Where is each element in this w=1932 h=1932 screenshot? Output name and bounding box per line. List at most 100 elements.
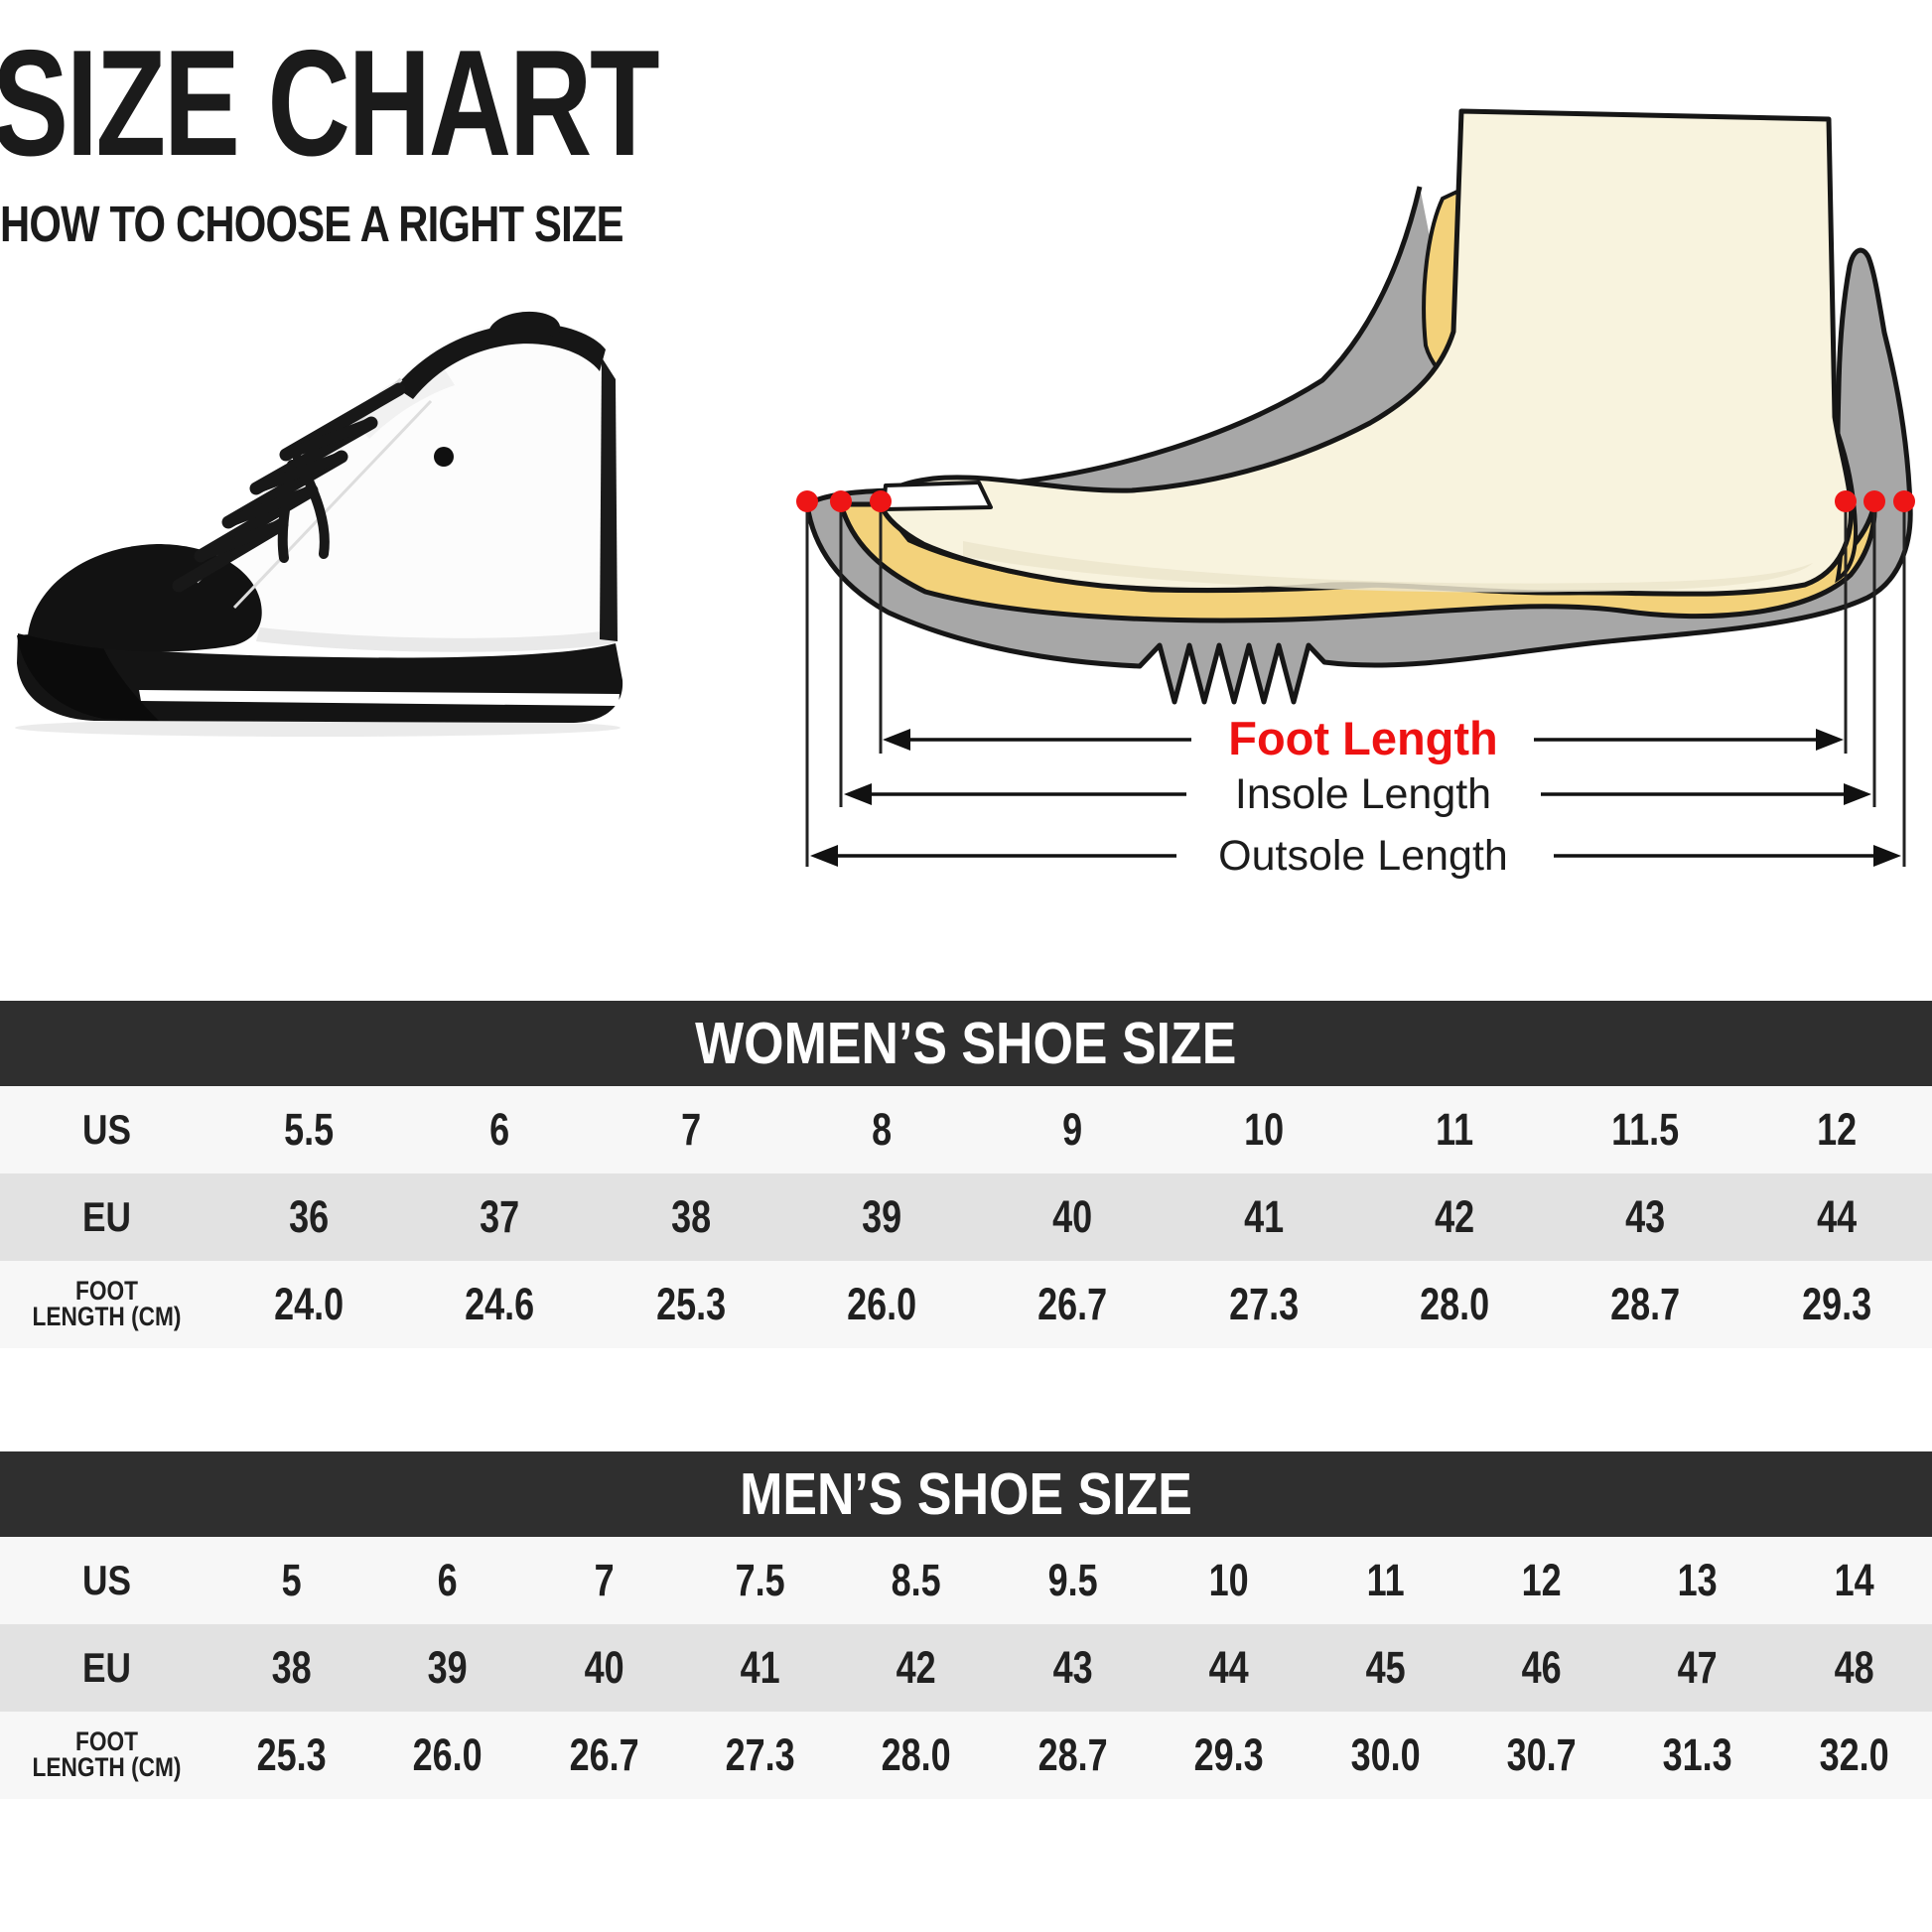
dimension-lines — [805, 501, 1906, 867]
size-cell: 39 — [862, 1191, 902, 1242]
arrowhead-right — [1816, 729, 1844, 751]
size-cell: 28.0 — [1420, 1279, 1490, 1329]
row-label-eu: EU — [81, 1644, 132, 1692]
size-cell: 25.3 — [256, 1729, 327, 1780]
size-cell: 26.0 — [412, 1729, 483, 1780]
women-size-table: WOMEN’S SHOE SIZE US 5.5 6 7 8 9 10 11 11.5 12 E… — [0, 1001, 1932, 1348]
size-cell: 7.5 — [735, 1555, 785, 1605]
row-label-eu: EU — [81, 1193, 132, 1241]
seam-line — [232, 399, 433, 610]
size-cell: 41 — [1243, 1191, 1284, 1242]
size-cell: 48 — [1834, 1642, 1874, 1693]
collar-trim — [395, 323, 606, 399]
size-cell: 14 — [1834, 1555, 1874, 1605]
outsole-length-label: Outsole Length — [1218, 832, 1508, 880]
women-table-header: WOMEN’S SHOE SIZE — [0, 1001, 1932, 1086]
heel-trim — [600, 357, 618, 641]
arrowhead-left — [810, 845, 838, 867]
arrowhead-left — [844, 783, 872, 805]
size-cell: 13 — [1677, 1555, 1718, 1605]
foot-in-shoe-cross-section: Foot Length Insole Length Outsole Length — [796, 108, 1915, 880]
arrowhead-right — [1873, 845, 1901, 867]
size-cell: 7 — [680, 1104, 701, 1155]
size-cell: 43 — [1052, 1642, 1093, 1693]
upper-shading — [256, 627, 616, 652]
size-cell: 42 — [897, 1642, 937, 1693]
size-cell: 5.5 — [284, 1104, 335, 1155]
size-cell: 40 — [1052, 1191, 1093, 1242]
high-top-sneaker-image — [15, 311, 623, 737]
row-values-eu: 36 37 38 39 40 41 42 43 44 — [213, 1173, 1932, 1261]
toenail-notch — [882, 481, 993, 511]
toe-bumper — [17, 633, 159, 721]
foot-shape — [878, 108, 1854, 597]
size-cell: 6 — [438, 1555, 459, 1605]
size-cell: 28.7 — [1610, 1279, 1681, 1329]
size-cell: 30.0 — [1350, 1729, 1421, 1780]
arrowhead-right — [1844, 783, 1871, 805]
size-cell: 31.3 — [1662, 1729, 1732, 1780]
size-cell: 5 — [281, 1555, 302, 1605]
row-values-eu: 38 39 40 41 42 43 44 45 46 47 48 — [213, 1624, 1932, 1712]
size-cell: 29.3 — [1193, 1729, 1264, 1780]
size-cell: 8 — [872, 1104, 893, 1155]
size-cell: 26.0 — [847, 1279, 917, 1329]
table-row-eu: EU 38 39 40 41 42 43 44 45 46 47 48 — [0, 1624, 1932, 1712]
size-cell: 10 — [1208, 1555, 1249, 1605]
size-cell: 39 — [428, 1642, 469, 1693]
size-cell: 11.5 — [1611, 1104, 1680, 1155]
page-title: SIZE CHART — [0, 19, 660, 188]
size-cell: 27.3 — [1228, 1279, 1299, 1329]
foot-shading — [963, 541, 1813, 593]
laces-cross — [195, 417, 377, 562]
size-cell: 28.0 — [882, 1729, 952, 1780]
row-label-us: US — [81, 1106, 132, 1154]
row-values-foot-length: 24.0 24.6 25.3 26.0 26.7 27.3 28.0 28.7 29.3 — [213, 1261, 1932, 1348]
size-cell: 30.7 — [1506, 1729, 1577, 1780]
table-row-us: US 5.5 6 7 8 9 10 11 11.5 12 — [0, 1086, 1932, 1173]
size-cell: 12 — [1816, 1104, 1857, 1155]
size-cell: 42 — [1435, 1191, 1475, 1242]
women-table-title: WOMEN’S SHOE SIZE — [695, 1011, 1237, 1076]
size-cell: 28.7 — [1037, 1729, 1108, 1780]
size-cell: 36 — [289, 1191, 330, 1242]
eyelet — [434, 447, 454, 467]
size-cell: 9 — [1062, 1104, 1083, 1155]
table-row-foot-length: FOOT LENGTH (CM) 25.3 26.0 26.7 27.3 28.0 28.… — [0, 1712, 1932, 1799]
foot-measurement-diagram: Foot Length Insole Length Outsole Length — [635, 89, 1932, 894]
size-cell: 24.0 — [274, 1279, 345, 1329]
row-values-foot-length: 25.3 26.0 26.7 27.3 28.0 28.7 29.3 30.0 30.7 31.3… — [213, 1712, 1932, 1799]
table-row-foot-length: FOOT LENGTH (CM) 24.0 24.6 25.3 26.0 26.7 27.… — [0, 1261, 1932, 1348]
size-cell: 7 — [594, 1555, 615, 1605]
size-cell: 27.3 — [725, 1729, 795, 1780]
sole-stripe — [139, 690, 620, 706]
men-table-title: MEN’S SHOE SIZE — [740, 1461, 1192, 1527]
size-cell: 41 — [740, 1642, 780, 1693]
size-cell: 26.7 — [1037, 1279, 1108, 1329]
canvas-upper — [238, 320, 616, 652]
row-label-us: US — [81, 1557, 132, 1604]
lace-ends — [277, 454, 330, 563]
page-subtitle: HOW TO CHOOSE A RIGHT SIZE — [0, 196, 624, 252]
arrowhead-left — [883, 729, 910, 751]
size-cell: 24.6 — [465, 1279, 535, 1329]
shoe-shadow — [15, 719, 621, 737]
size-cell: 32.0 — [1819, 1729, 1889, 1780]
size-cell: 44 — [1208, 1642, 1249, 1693]
size-cell: 47 — [1677, 1642, 1718, 1693]
foot-length-label: Foot Length — [1228, 712, 1497, 764]
size-cell: 10 — [1243, 1104, 1284, 1155]
size-cell: 40 — [584, 1642, 624, 1693]
size-cell: 8.5 — [892, 1555, 942, 1605]
men-size-table: MEN’S SHOE SIZE US 5 6 7 7.5 8.5 9.5 10 11 12 13 1… — [0, 1451, 1932, 1799]
size-cell: 11 — [1366, 1555, 1405, 1605]
size-cell: 25.3 — [655, 1279, 726, 1329]
table-row-us: US 5 6 7 7.5 8.5 9.5 10 11 12 13 14 — [0, 1537, 1932, 1624]
size-cell: 44 — [1816, 1191, 1857, 1242]
table-row-eu: EU 36 37 38 39 40 41 42 43 44 — [0, 1173, 1932, 1261]
size-cell: 12 — [1521, 1555, 1562, 1605]
row-label-foot-length: FOOT LENGTH (CM) — [32, 1276, 182, 1331]
size-cell: 43 — [1625, 1191, 1666, 1242]
size-cell: 11 — [1436, 1104, 1474, 1155]
size-cell: 9.5 — [1047, 1555, 1098, 1605]
